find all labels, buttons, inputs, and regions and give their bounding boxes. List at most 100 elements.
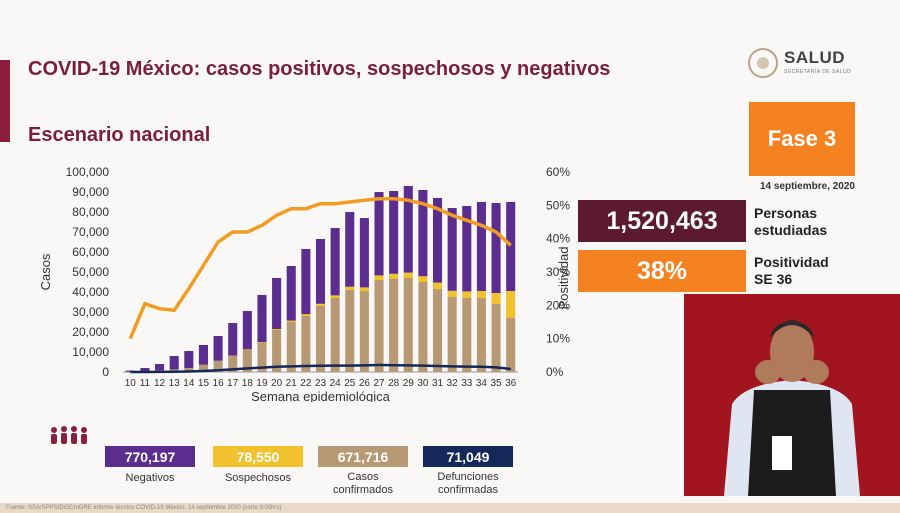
y2-tick-label: 10% [546, 332, 570, 346]
bar-segment [155, 364, 165, 371]
bar-segment [242, 350, 252, 372]
x-tick-label: 18 [242, 378, 254, 389]
y-axis-title: Casos [38, 253, 53, 290]
bar-segment [228, 323, 238, 356]
bar-segment [418, 282, 428, 372]
slide-subtitle: Escenario nacional [28, 124, 211, 146]
bar-segment [213, 361, 223, 372]
y2-tick-label: 60% [546, 165, 570, 179]
logo-subtext: SECRETARÍA DE SALUD [784, 69, 852, 75]
people-icon [51, 426, 87, 444]
bar-segment [491, 293, 501, 304]
x-tick-label: 31 [432, 378, 444, 389]
bar-segment [228, 356, 238, 372]
bar-segment [330, 228, 340, 296]
x-tick-label: 22 [300, 378, 312, 389]
x-tick-label: 21 [286, 378, 298, 389]
bar-segment [301, 249, 311, 315]
y2-tick-label: 0% [546, 365, 564, 379]
bar-segment [315, 303, 326, 306]
bar-segment [272, 278, 282, 329]
bar-segment [433, 282, 443, 289]
bar-segment [330, 298, 340, 372]
y-tick-label: 60,000 [72, 245, 109, 259]
bar-segment [257, 343, 267, 372]
positivity-line [128, 196, 512, 340]
bar-segment [257, 342, 267, 343]
cases-chart: 0 10,000 20,000 30,000 40,000 50,000 60,000 70,… [38, 165, 571, 402]
legend-negativos-value: 770,197 [105, 446, 195, 467]
bar-segment [418, 276, 428, 282]
y-tick-label: 50,000 [72, 265, 109, 279]
bar-segment [272, 330, 282, 372]
phase-badge: Fase 3 [749, 102, 855, 176]
bar-segment [359, 218, 369, 288]
y2-tick-label: 30% [546, 265, 570, 279]
bar-segment [447, 208, 457, 291]
bar-segment [301, 316, 311, 372]
bar-segment [389, 279, 399, 372]
bar-segment [433, 289, 443, 372]
bar-segment [403, 186, 413, 273]
x-tick-label: 36 [505, 378, 517, 389]
kpi-positivity-value: 38% [578, 250, 746, 292]
report-date: 14 septiembre, 2020 [759, 181, 855, 192]
bar-segment [403, 278, 413, 372]
bar-segment [374, 275, 384, 280]
x-tick-label: 20 [271, 378, 283, 389]
bar-segment [462, 298, 472, 372]
bar-segment [403, 272, 413, 278]
bar-segment [272, 329, 282, 330]
y2-tick-label: 50% [546, 198, 570, 212]
y-tick-label: 0 [102, 365, 109, 379]
bar-segment [476, 291, 486, 298]
interpreter-figure [684, 294, 900, 496]
deaths-line [130, 363, 511, 374]
y2-tick-label: 40% [546, 232, 570, 246]
y-tick-label: 30,000 [72, 305, 109, 319]
bar-segment [198, 345, 208, 365]
bar-segment [506, 202, 516, 291]
y-tick-label: 40,000 [72, 285, 109, 299]
bar-segment [418, 190, 428, 277]
legend-sospechosos-value: 78,550 [213, 446, 303, 467]
accent-bar [0, 60, 10, 142]
bar-segment [213, 336, 223, 361]
bar-segment [433, 198, 443, 283]
bar-segment [286, 322, 296, 372]
x-tick-label: 26 [359, 378, 371, 389]
x-tick-label: 19 [256, 378, 268, 389]
bar-segment [506, 318, 516, 372]
bar-segment [447, 290, 457, 297]
x-tick-label: 15 [198, 378, 210, 389]
bar-segment [345, 286, 355, 290]
bar-segment [389, 273, 399, 279]
y2-tick-label: 20% [546, 298, 570, 312]
source-footer: Fuente: SSA/SPPS/DGE/InDRE Informe técni… [0, 503, 900, 513]
bar-segment [198, 365, 208, 372]
bar-segment [476, 298, 486, 372]
y-tick-label: 20,000 [72, 325, 109, 339]
y-tick-label: 100,000 [66, 165, 110, 179]
bar-segment [286, 266, 296, 321]
x-tick-label: 10 [125, 378, 137, 389]
bar-segment [389, 191, 399, 274]
bar-segment [184, 351, 194, 368]
seal-icon [748, 48, 778, 78]
x-tick-label: 16 [213, 378, 225, 389]
bar-segment [257, 295, 267, 343]
x-tick-label: 33 [461, 378, 473, 389]
bar-segment [169, 356, 179, 370]
bar-segment [242, 349, 252, 350]
bar-segment [315, 239, 326, 304]
bar-segment [506, 291, 516, 318]
kpi-positivity-label: Positividad SE 36 [754, 254, 829, 287]
bar-segment [242, 311, 252, 350]
bar-segment [374, 192, 384, 276]
bar-segment [476, 202, 486, 291]
legend-defunciones-value: 71,049 [423, 446, 513, 467]
bar-segment [330, 295, 340, 298]
y-tick-label: 10,000 [72, 345, 109, 359]
y-tick-label: 70,000 [72, 225, 109, 239]
